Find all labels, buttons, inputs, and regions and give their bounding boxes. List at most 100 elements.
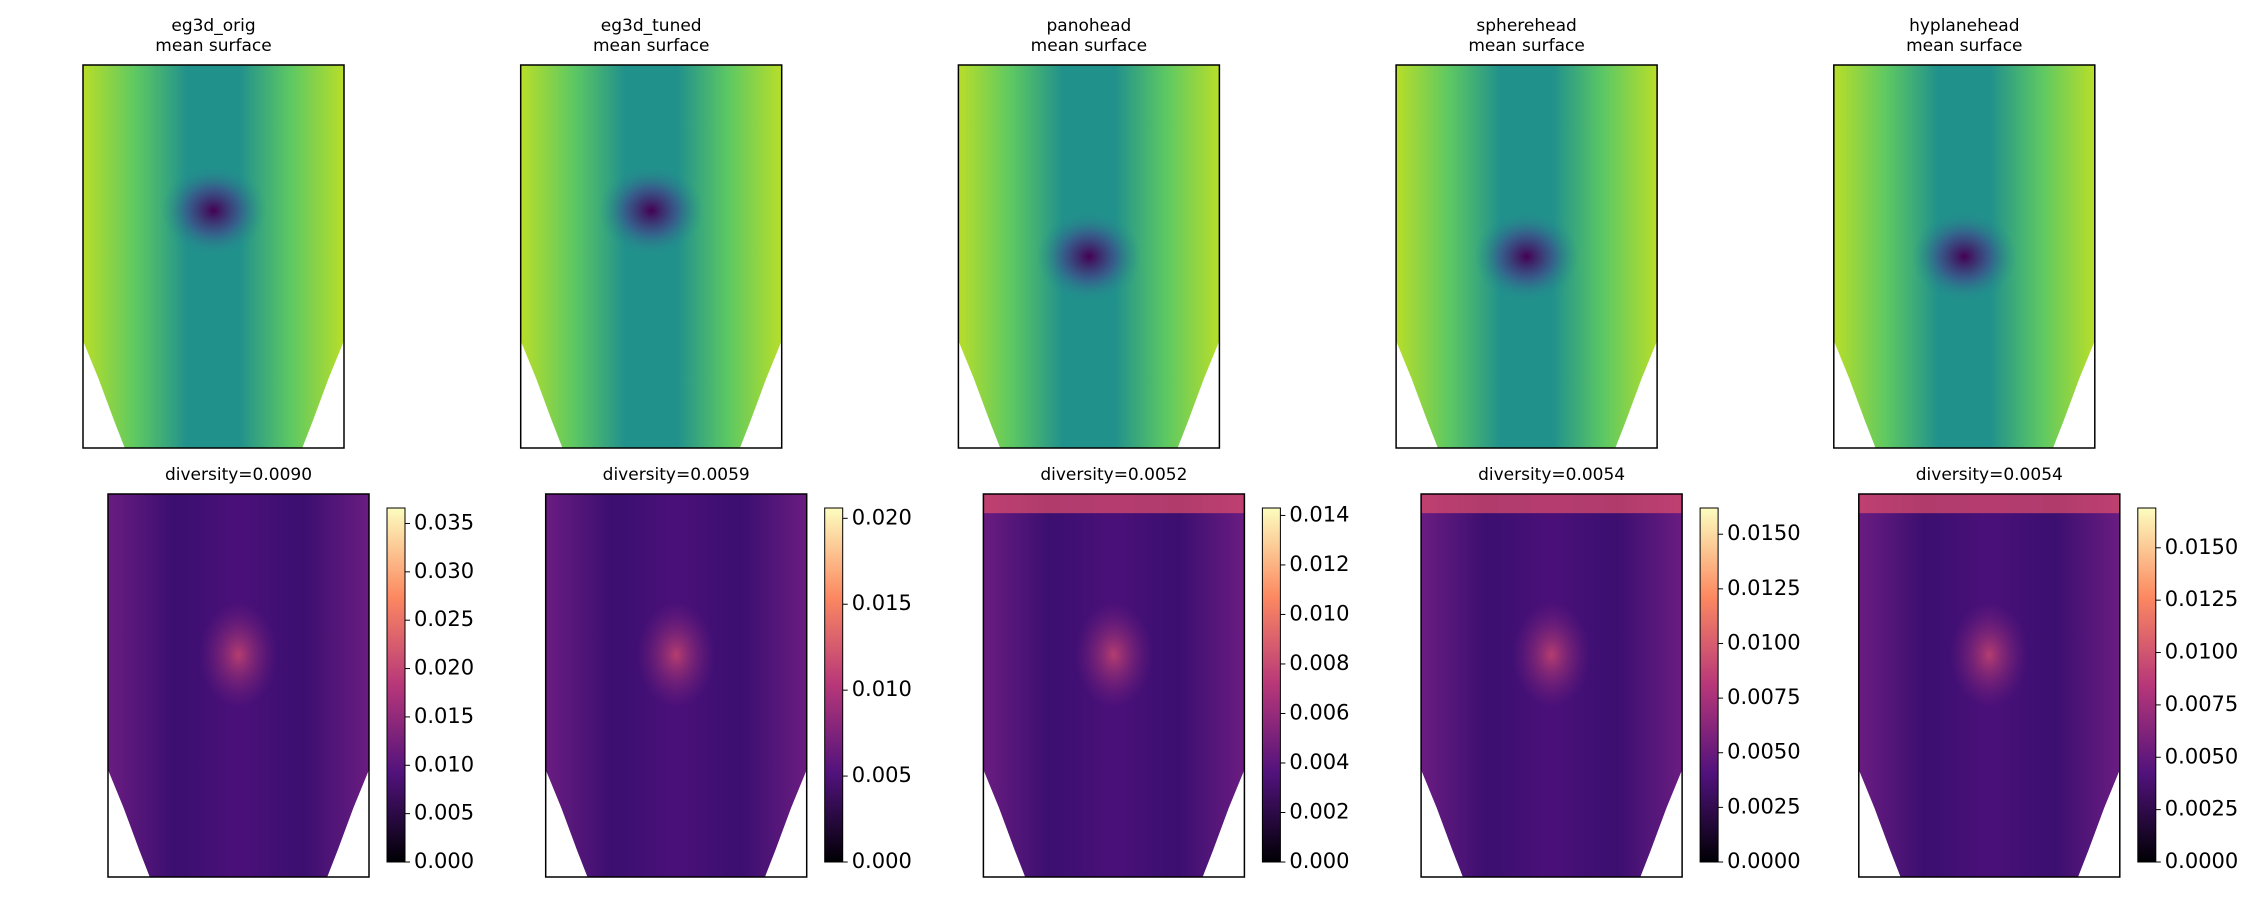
axes-frame xyxy=(1420,493,1683,878)
colorbar-tick-label: 0.0000 xyxy=(1727,849,1800,873)
panel-title: diversity=0.0059 xyxy=(603,465,750,485)
heatmap-feature xyxy=(161,164,266,257)
colorbar-tick-label: 0.010 xyxy=(1289,601,1349,625)
colorbar-tick-label: 0.000 xyxy=(1289,849,1349,873)
heatmap-feature xyxy=(599,164,704,257)
colorbar-tick-label: 0.030 xyxy=(414,559,474,583)
mask-area xyxy=(1421,769,1463,877)
colorbar-tick-label: 0.010 xyxy=(852,677,912,701)
mask-area xyxy=(764,769,807,877)
axes-frame xyxy=(107,493,370,878)
colorbar-tick-label: 0.0050 xyxy=(1727,740,1800,764)
heatmap-panel: diversity=0.0059 0.000 0.005 0.010 0.015 0.02… xyxy=(544,465,912,878)
heatmap-feature xyxy=(983,494,1245,514)
panel-title: spherehead xyxy=(1476,16,1576,36)
mask-area xyxy=(739,340,782,448)
colorbar-tick-label: 0.035 xyxy=(414,510,474,534)
colorbar-tick-label: 0.004 xyxy=(1289,750,1349,774)
mask-area xyxy=(520,340,563,448)
colorbar-tick-label: 0.0050 xyxy=(2165,744,2238,768)
colorbar-tick-label: 0.0150 xyxy=(2165,535,2238,559)
colorbar-tick-label: 0.0025 xyxy=(1727,794,1800,818)
mask-area xyxy=(1858,769,1901,877)
mask-area xyxy=(958,340,1001,448)
heatmap-panel: diversity=0.0052 0.000 0.002 0.004 0.006 0.00… xyxy=(982,465,1350,878)
heatmap-panel: diversity=0.0054 0.0000 0.0025 0.0050 0.0075… xyxy=(1858,465,2238,878)
panel-subtitle: mean surface xyxy=(1906,36,2022,56)
heatmap-image xyxy=(83,65,344,448)
heatmap-feature xyxy=(1912,210,2017,303)
panel-title: panohead xyxy=(1046,16,1131,36)
colorbar-tick-label: 0.0075 xyxy=(2165,692,2238,716)
colorbar-tick-label: 0.005 xyxy=(414,801,474,825)
colorbar-tick-label: 0.020 xyxy=(414,656,474,680)
mask-area xyxy=(983,769,1026,877)
axes-frame xyxy=(957,64,1221,449)
panel-title: eg3d_orig xyxy=(171,16,255,36)
heatmap-feature xyxy=(199,601,278,709)
panel-subtitle: mean surface xyxy=(593,36,709,56)
mask-area xyxy=(1833,340,1876,448)
mask-area xyxy=(108,769,150,877)
colorbar-tick-label: 0.0025 xyxy=(2165,797,2238,821)
heatmap-image xyxy=(520,65,782,448)
colorbar-tick-label: 0.0125 xyxy=(1727,576,1800,600)
colorbar-tick-label: 0.006 xyxy=(1289,700,1349,724)
panel-subtitle: mean surface xyxy=(155,36,271,56)
colorbar-tick-label: 0.015 xyxy=(414,704,474,728)
colorbar-tick-label: 0.008 xyxy=(1289,651,1349,675)
colorbar-tick-label: 0.000 xyxy=(414,849,474,873)
colorbar-tick-label: 0.005 xyxy=(852,763,912,787)
panel-title: eg3d_tuned xyxy=(601,16,702,36)
mask-area xyxy=(1177,340,1220,448)
heatmap-feature xyxy=(1950,601,2029,709)
mask-area xyxy=(302,340,344,448)
heatmap-feature xyxy=(637,601,716,709)
colorbar-tick-label: 0.020 xyxy=(852,505,912,529)
heatmap-panel: diversity=0.0090 0.000 0.005 0.010 0.015 0.02… xyxy=(107,465,474,878)
mask-area xyxy=(2053,340,2095,448)
heatmap-feature xyxy=(1036,210,1142,303)
panel-subtitle: mean surface xyxy=(1468,36,1584,56)
colorbar-tick-label: 0.0000 xyxy=(2165,849,2238,873)
colorbar-tick-label: 0.012 xyxy=(1289,552,1349,576)
colorbar-tick-label: 0.0100 xyxy=(1727,630,1800,654)
heatmap-feature xyxy=(1512,601,1591,709)
mask-area xyxy=(83,340,125,448)
heatmap-feature xyxy=(1074,601,1154,709)
colorbar xyxy=(1699,507,1719,863)
colorbar-tick-label: 0.025 xyxy=(414,607,474,631)
colorbar-tick-label: 0.015 xyxy=(852,591,912,615)
mask-area xyxy=(1640,769,1683,877)
colorbar-tick-label: 0.000 xyxy=(852,849,912,873)
heatmap-panel: diversity=0.0054 0.0000 0.0025 0.0050 0.0075… xyxy=(1420,465,1801,878)
colorbar-tick-label: 0.014 xyxy=(1289,502,1349,526)
mask-area xyxy=(545,769,588,877)
colorbar xyxy=(2137,507,2157,863)
colorbar-tick-label: 0.010 xyxy=(414,752,474,776)
colorbar-tick-label: 0.0100 xyxy=(2165,640,2238,664)
panel-title: diversity=0.0052 xyxy=(1040,465,1187,485)
colorbar xyxy=(824,507,844,863)
panel-title: diversity=0.0054 xyxy=(1478,465,1625,485)
colorbar xyxy=(1261,507,1281,863)
mask-area xyxy=(2078,769,2120,877)
colorbar-tick-label: 0.0125 xyxy=(2165,587,2238,611)
axes-frame xyxy=(1833,64,2096,449)
axes-frame xyxy=(544,493,808,878)
mask-area xyxy=(1396,340,1438,448)
panel-title: diversity=0.0090 xyxy=(165,465,312,485)
colorbar-tick-label: 0.0150 xyxy=(1727,521,1800,545)
heatmap-feature xyxy=(1858,494,2120,514)
mask-area xyxy=(327,769,369,877)
colorbar-tick-label: 0.002 xyxy=(1289,799,1349,823)
mask-area xyxy=(1615,340,1658,448)
axes-frame xyxy=(1858,493,2121,878)
colorbar-tick-label: 0.0075 xyxy=(1727,685,1800,709)
axes-frame xyxy=(82,64,345,449)
